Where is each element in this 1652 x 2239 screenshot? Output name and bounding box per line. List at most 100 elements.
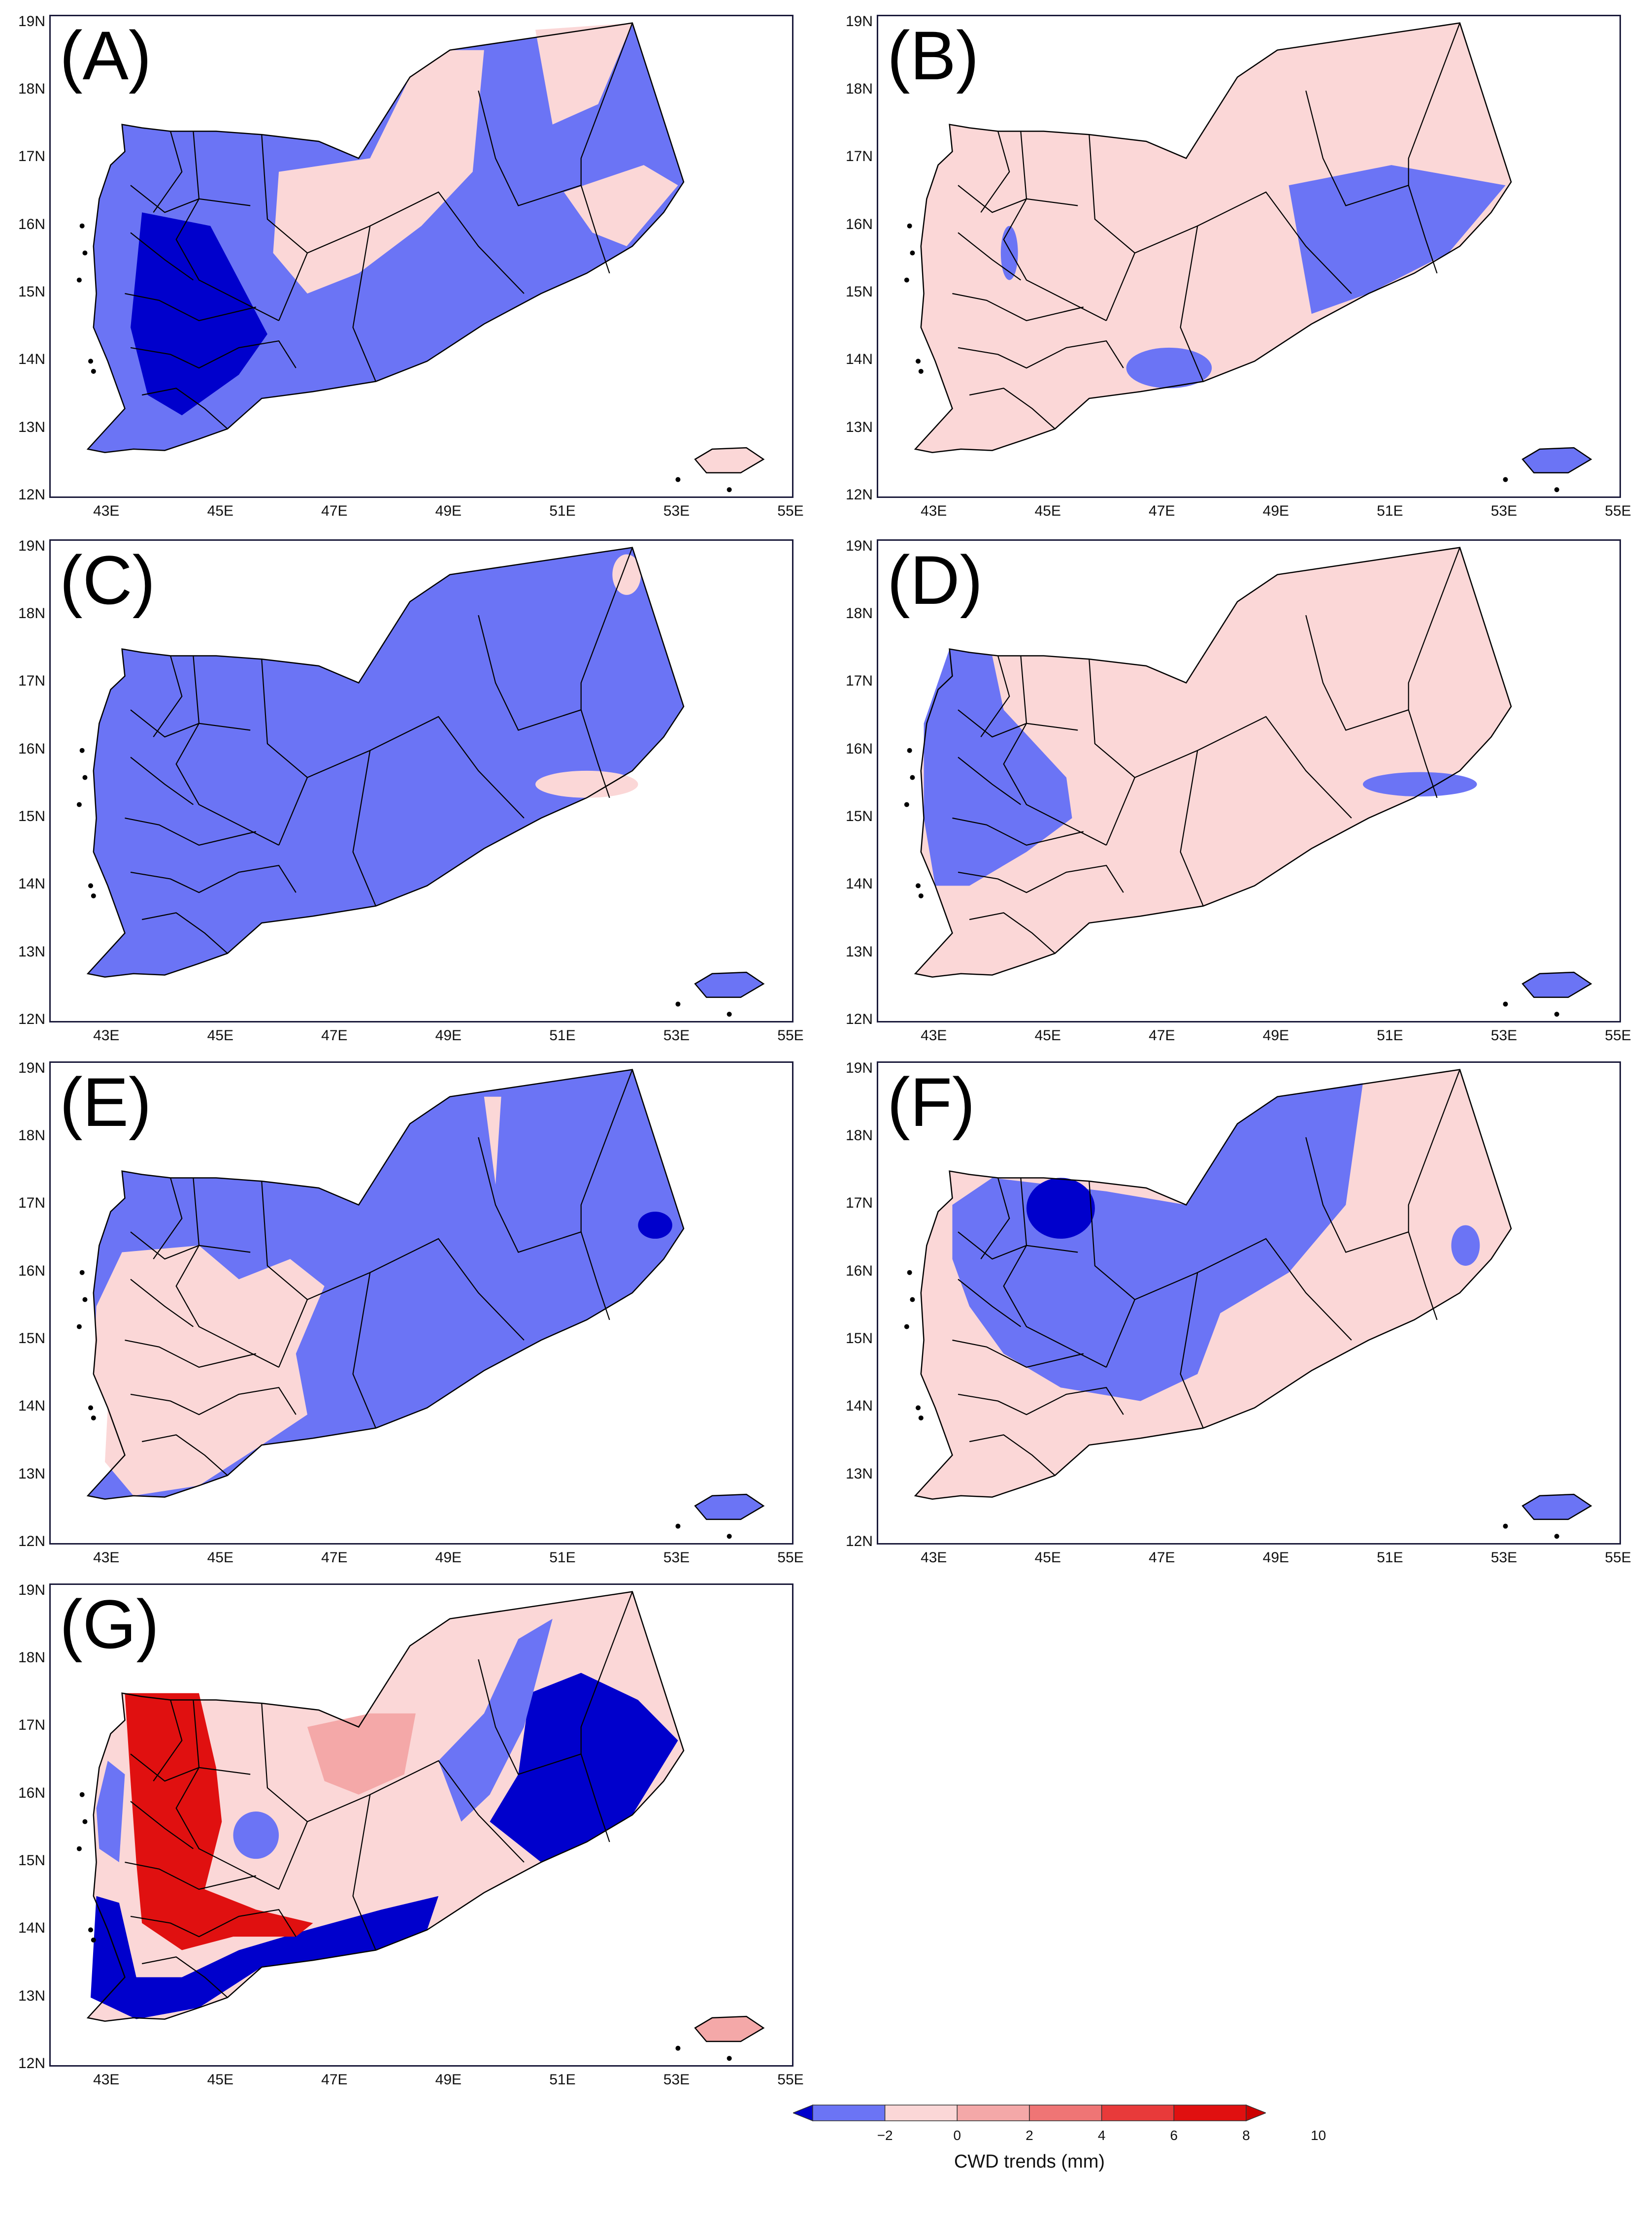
- island-mark: [1554, 487, 1559, 493]
- island-mark: [1554, 1012, 1559, 1017]
- lat-tick-label: 16N: [845, 740, 873, 757]
- lat-tick-label: 15N: [18, 1330, 45, 1347]
- admin-boundary: [125, 1861, 257, 1890]
- region-fill: [490, 1673, 678, 1862]
- admin-boundary: [1106, 1299, 1136, 1368]
- map-canvas: [76, 1069, 765, 1539]
- admin-boundary: [980, 656, 1010, 737]
- map-canvas: [904, 547, 1592, 1017]
- region-fill: [638, 1212, 672, 1239]
- lat-tick-label: 13N: [18, 419, 45, 435]
- lon-tick-label: 45E: [207, 2072, 233, 2088]
- admin-boundary: [958, 232, 1022, 281]
- admin-boundary: [278, 1299, 308, 1368]
- region-fill: [695, 972, 764, 997]
- island-mark: [82, 250, 88, 256]
- island-mark: [675, 1001, 681, 1007]
- admin-boundary: [952, 1339, 1084, 1368]
- lat-tick-label: 12N: [845, 487, 873, 503]
- lon-tick-label: 45E: [1034, 1549, 1061, 1566]
- lat-tick-label: 17N: [18, 1717, 45, 1734]
- lat-tick-label: 14N: [845, 351, 873, 368]
- region-fill: [131, 212, 267, 416]
- region-fill: [1522, 1494, 1591, 1519]
- island-mark: [675, 1523, 681, 1529]
- lat-tick-label: 15N: [18, 1852, 45, 1869]
- region-fill: [915, 547, 1511, 977]
- admin-boundary: [958, 1231, 1078, 1260]
- lat-tick-label: 16N: [18, 740, 45, 757]
- lon-tick-label: 47E: [321, 503, 348, 519]
- lat-tick-label: 17N: [845, 1195, 873, 1212]
- lat-tick-label: 17N: [18, 148, 45, 165]
- region-fill: [125, 1693, 313, 1950]
- island-mark: [918, 893, 924, 898]
- lon-tick-label: 43E: [93, 1027, 120, 1044]
- colorbar-bin: [1246, 2104, 1267, 2122]
- island-mark: [916, 359, 921, 364]
- lon-tick-label: 43E: [921, 1027, 947, 1044]
- lat-tick-label: 14N: [845, 1398, 873, 1415]
- admin-boundary: [1003, 1178, 1107, 1368]
- island-mark: [82, 1297, 88, 1302]
- region-fill: [91, 1896, 439, 2019]
- map-canvas: [904, 22, 1592, 493]
- island-mark: [910, 775, 915, 780]
- region-fill: [273, 50, 484, 294]
- map-canvas: [76, 22, 765, 493]
- island-mark: [76, 1846, 82, 1851]
- colorbar-tick-label: 4: [1097, 2128, 1106, 2143]
- lat-tick-label: 19N: [18, 13, 45, 30]
- lat-tick-label: 19N: [18, 1059, 45, 1076]
- socotra-outline: [694, 1493, 765, 1520]
- map-panel-f: (F) 19N 18N 17N 16N 15N 14N 13N 12N 43E 45E 47E 49E 5…: [846, 1060, 1652, 1576]
- admin-boundary: [478, 90, 610, 274]
- map-frame: (C): [49, 539, 793, 1022]
- lat-tick-label: 13N: [18, 1987, 45, 2004]
- lon-tick-label: 53E: [663, 503, 690, 519]
- admin-boundary: [1003, 131, 1107, 321]
- island-mark: [1554, 1534, 1559, 1539]
- admin-boundary: [352, 750, 376, 906]
- colorbar-bin: [792, 2104, 813, 2122]
- admin-boundary: [141, 388, 228, 429]
- island-mark: [76, 802, 82, 807]
- lat-tick-label: 14N: [845, 876, 873, 892]
- admin-boundary: [130, 185, 251, 213]
- island-mark: [82, 775, 88, 780]
- lon-tick-label: 55E: [1605, 503, 1631, 519]
- island-mark: [918, 368, 924, 374]
- colorbar-bin: [812, 2105, 886, 2121]
- admin-boundary: [130, 1231, 251, 1260]
- region-fill: [93, 1245, 325, 1496]
- lon-tick-label: 51E: [549, 503, 576, 519]
- socotra-outline: [694, 447, 765, 474]
- region-fill: [612, 554, 641, 595]
- colorbar-bar: [792, 2104, 1267, 2122]
- region-fill: [1451, 1225, 1480, 1266]
- lon-tick-label: 53E: [663, 2072, 690, 2088]
- admin-boundary: [153, 656, 183, 737]
- lat-tick-label: 18N: [18, 1127, 45, 1144]
- lat-tick-label: 12N: [845, 1533, 873, 1549]
- lat-tick-label: 19N: [18, 537, 45, 554]
- admin-boundary: [130, 1279, 194, 1327]
- island-mark: [79, 1270, 85, 1275]
- island-mark: [88, 1405, 94, 1411]
- country-outline: [86, 1591, 685, 2022]
- colorbar-tick-label: 6: [1170, 2128, 1178, 2143]
- lat-tick-label: 13N: [845, 419, 873, 435]
- colorbar: −2 0 2 4 6 8 10 CWD trends (mm): [792, 2102, 1326, 2181]
- admin-boundary: [1305, 1137, 1438, 1320]
- admin-boundary: [1305, 615, 1438, 798]
- panel-label: (D): [887, 541, 983, 619]
- admin-boundary: [580, 1069, 633, 1232]
- admin-boundary: [478, 615, 610, 798]
- colorbar-title: CWD trends (mm): [954, 2151, 1105, 2172]
- admin-boundary: [1305, 90, 1438, 274]
- lon-tick-label: 51E: [549, 1027, 576, 1044]
- lat-tick-label: 16N: [845, 1262, 873, 1279]
- lat-tick-label: 18N: [18, 1649, 45, 1666]
- island-mark: [910, 250, 915, 256]
- admin-boundary: [153, 1178, 183, 1259]
